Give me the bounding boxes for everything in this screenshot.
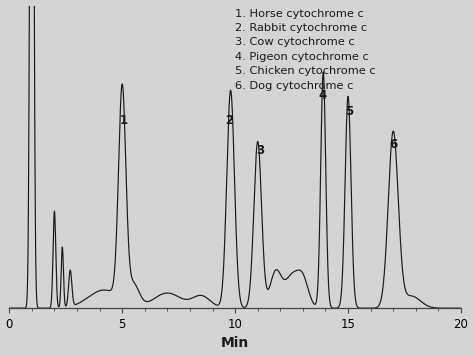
X-axis label: Min: Min [221,336,249,350]
Text: 5: 5 [345,105,353,117]
Text: 3: 3 [256,144,264,157]
Text: 1. Horse cytochrome c
2. Rabbit cytochrome c
3. Cow cytochrome c
4. Pigeon cytoc: 1. Horse cytochrome c 2. Rabbit cytochro… [235,9,376,90]
Text: 4: 4 [318,89,326,103]
Text: 2: 2 [226,114,234,127]
Text: 1: 1 [119,114,128,127]
Text: 6: 6 [389,138,397,151]
